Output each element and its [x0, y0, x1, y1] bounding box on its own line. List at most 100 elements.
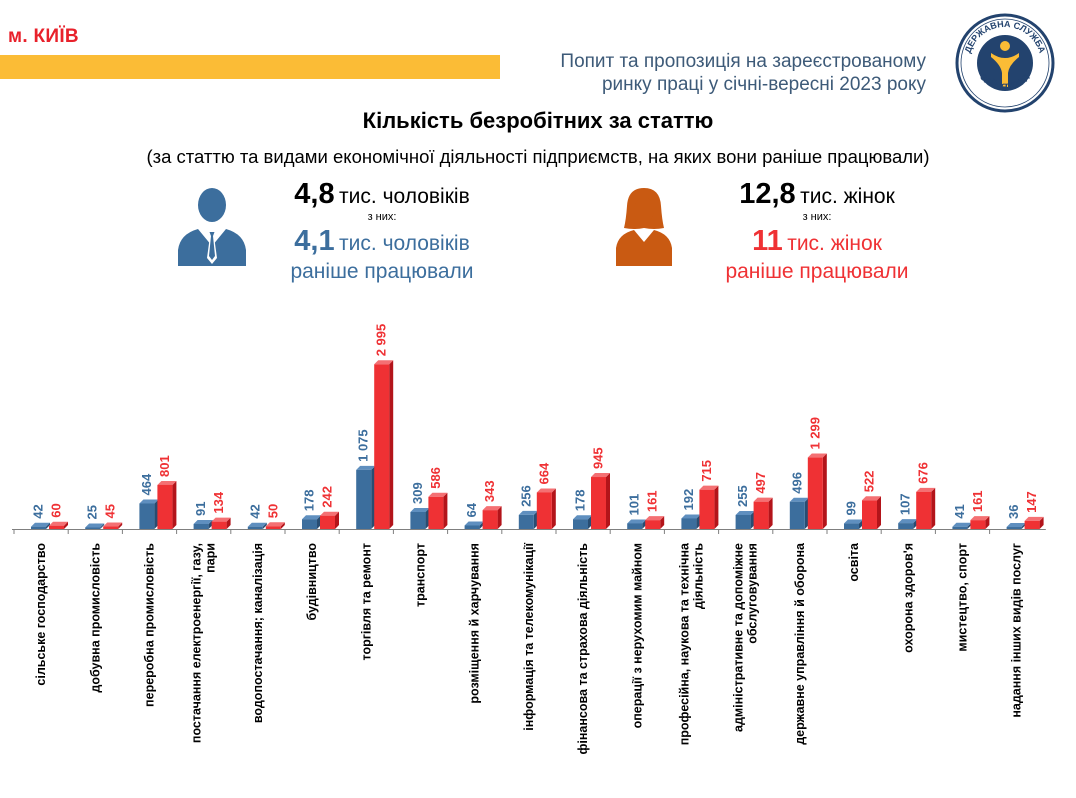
bar-women: [536, 492, 552, 529]
bar-men: [31, 526, 46, 529]
women-worked-value: 11: [752, 225, 783, 257]
report-subtitle-line2: ринку праці у січні-вересні 2023 року: [601, 74, 926, 95]
bar-top: [898, 519, 918, 524]
bar-women: [157, 484, 173, 529]
category-label: транспорт: [414, 543, 428, 607]
value-label-men: 42: [31, 504, 46, 518]
bar-top: [753, 497, 773, 502]
category-label: сільське господарство: [34, 543, 48, 686]
value-label-men: 101: [627, 494, 642, 516]
category-label: операції з нерухомим майном: [630, 543, 644, 728]
employment-service-logo: ДЕРЖАВНА СЛУЖБА ЗАЙНЯТОСТІ: [955, 13, 1055, 113]
bar-men: [573, 519, 588, 529]
category-label: професійна, наукова та технічна: [678, 542, 692, 745]
bar-women: [482, 510, 498, 529]
value-label-men: 178: [302, 490, 317, 512]
bar-top: [157, 480, 177, 485]
value-label-women: 147: [1024, 491, 1039, 513]
men-summary: 4,8 тис. чоловіків з них: 4,1 тис. чолов…: [268, 178, 496, 284]
bar-top: [844, 519, 863, 524]
value-label-women: 1 299: [807, 417, 822, 450]
category-label: мистецтво, спорт: [956, 543, 970, 652]
bar-top: [482, 506, 502, 511]
value-label-men: 178: [573, 490, 588, 512]
bar-men: [681, 518, 697, 529]
bar-men: [302, 519, 317, 529]
category-label: будівництво: [305, 543, 319, 621]
bar-men: [898, 523, 914, 529]
bar-men: [85, 527, 101, 529]
bar-top: [211, 517, 231, 522]
category-label: водопостачання; каналізація: [251, 543, 265, 723]
value-label-women: 60: [49, 503, 64, 517]
bar-top: [735, 510, 755, 515]
category-label: обслуговування: [746, 543, 760, 644]
category-label: постачання електроенергії, газу,: [190, 543, 204, 743]
bar-men: [139, 503, 155, 529]
bar-women: [699, 489, 715, 529]
bar-side: [551, 488, 556, 529]
category-label: надання інших видів послуг: [1010, 543, 1024, 718]
bar-side: [660, 516, 665, 529]
value-label-women: 161: [970, 490, 985, 512]
value-label-men: 99: [844, 501, 859, 515]
bar-top: [1024, 516, 1044, 521]
bar-women: [1024, 520, 1040, 529]
value-label-women: 161: [645, 490, 660, 512]
bar-top: [536, 488, 556, 493]
bar-side: [822, 453, 827, 529]
bar-top: [85, 523, 105, 528]
bar-side: [931, 487, 936, 529]
value-label-men: 36: [1006, 505, 1021, 519]
bar-women: [753, 501, 769, 529]
women-worked-caption: раніше працювали: [725, 260, 909, 283]
value-label-women: 801: [157, 455, 172, 477]
category-label: торгівля та ремонт: [359, 543, 373, 661]
value-label-women: 522: [862, 471, 877, 493]
bar-side: [335, 511, 339, 529]
bar-top: [789, 497, 809, 502]
men-of-them: з них:: [367, 211, 397, 223]
bar-men: [952, 526, 968, 529]
bar-women: [916, 491, 932, 529]
value-label-men: 91: [193, 502, 208, 516]
category-label: розміщення й харчування: [468, 543, 482, 704]
bar-side: [226, 517, 231, 529]
bar-side: [1039, 516, 1044, 529]
bar-side: [100, 523, 105, 529]
bar-side: [262, 522, 267, 529]
value-label-women: 134: [211, 491, 226, 513]
women-worked-line: 11 тис. жінок: [703, 225, 931, 258]
bar-top: [265, 522, 285, 527]
bar-top: [1006, 523, 1026, 528]
bar-side: [64, 521, 68, 529]
bar-top: [428, 492, 448, 497]
bar-top: [916, 487, 936, 492]
bar-side: [877, 496, 881, 529]
women-summary: 12,8 тис. жінок з них: 11 тис. жінок ран…: [703, 178, 931, 284]
category-label: адміністративне та допоміжне: [732, 543, 746, 732]
bar-side: [172, 480, 177, 529]
bar-side: [497, 506, 502, 529]
bar-women: [591, 477, 606, 529]
category-label: інформація та телекомунікації: [522, 543, 536, 731]
bar-men: [518, 514, 534, 529]
value-label-men: 309: [410, 482, 425, 504]
value-label-women: 50: [265, 504, 280, 518]
bar-women: [320, 515, 335, 529]
bar-men: [789, 501, 805, 529]
bar-women: [265, 526, 281, 529]
bar-top: [302, 515, 321, 520]
bar-side: [714, 485, 719, 529]
bar-top: [591, 473, 610, 478]
women-worked-unit: тис. жінок: [787, 232, 882, 255]
men-worked-value: 4,1: [294, 225, 335, 257]
bar-top: [320, 511, 339, 516]
woman-icon: [616, 188, 672, 266]
bar-top: [193, 519, 213, 524]
bar-top: [807, 453, 827, 458]
report-subtitle-line1: Попит та пропозиція на зареєстрованому: [560, 51, 926, 72]
bar-men: [356, 469, 372, 529]
bar-men: [193, 523, 209, 529]
value-label-men: 42: [247, 504, 262, 518]
